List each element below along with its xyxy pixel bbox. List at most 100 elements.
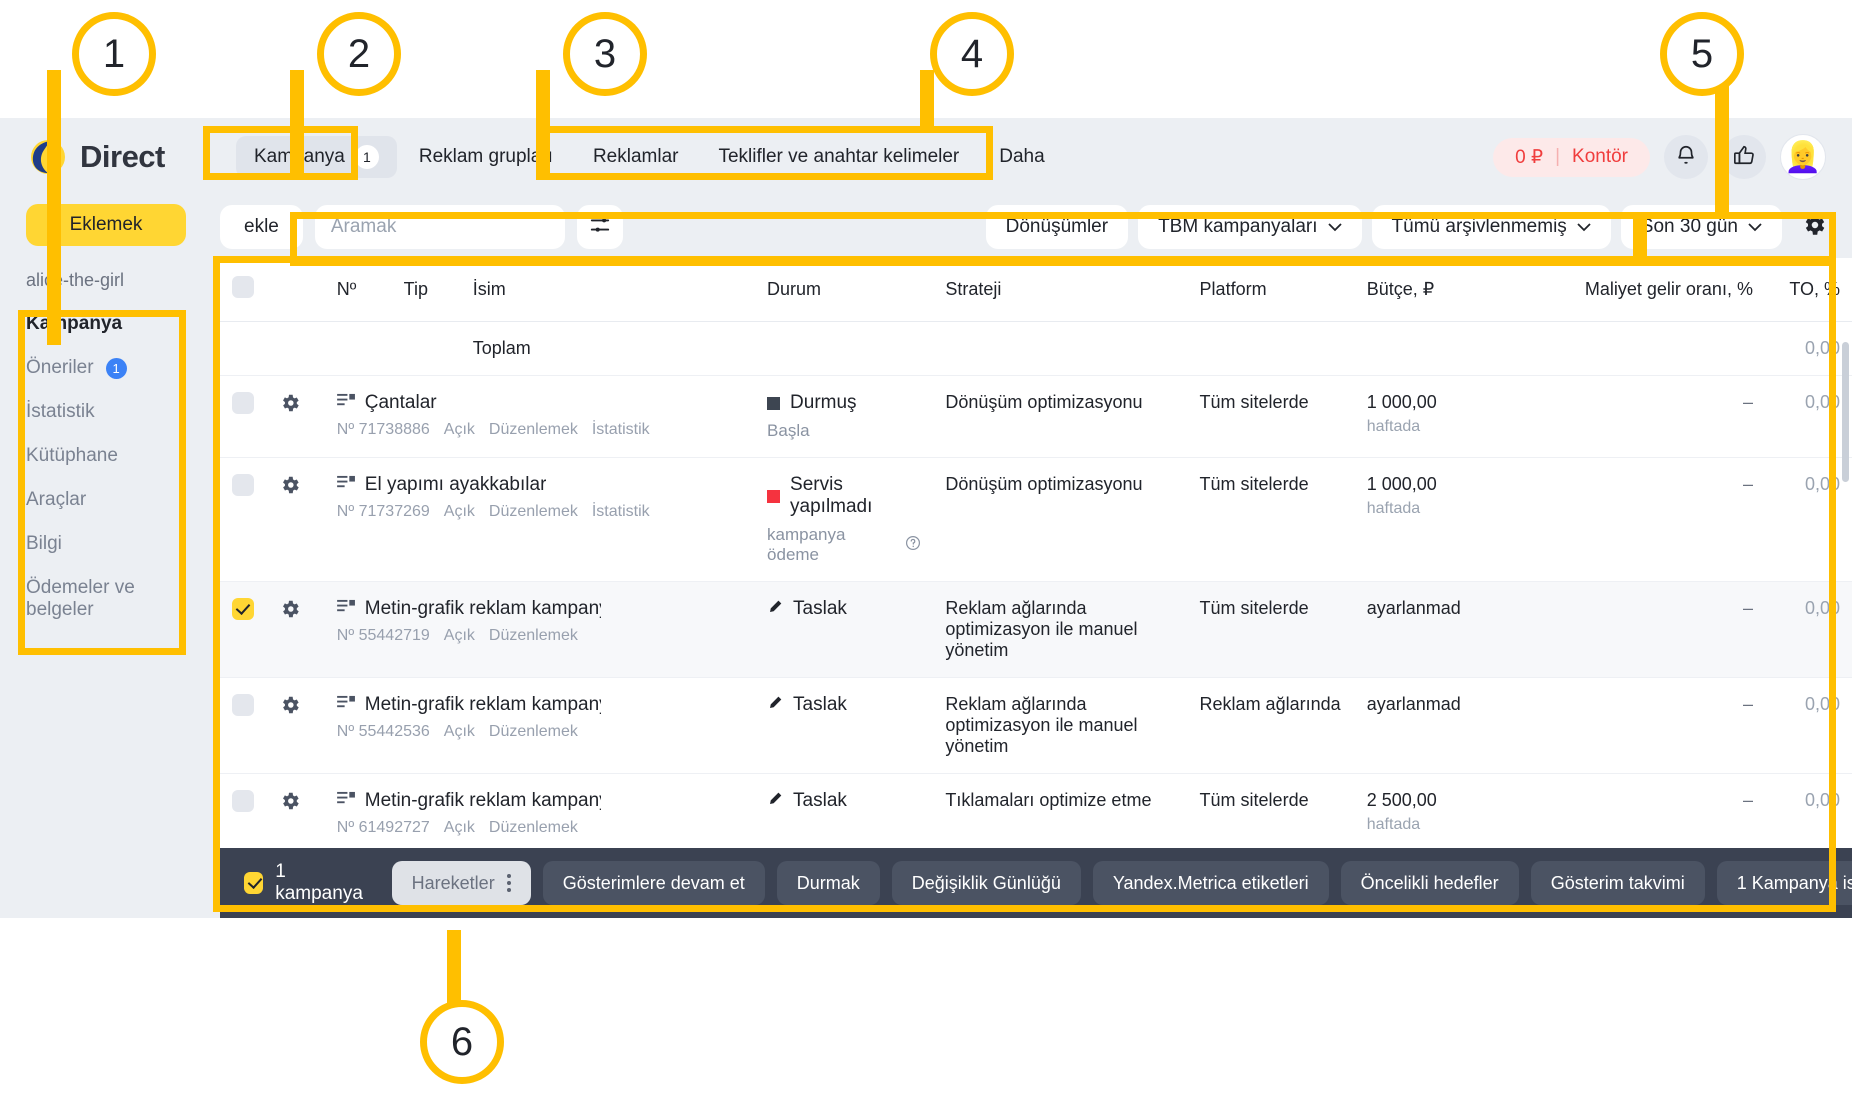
row-settings-button[interactable] — [266, 581, 325, 678]
help-circle-icon[interactable] — [905, 535, 921, 556]
sidebar-item-bilgi[interactable]: Bilgi — [26, 533, 176, 555]
row-settings-button[interactable] — [266, 457, 325, 582]
period-dropdown[interactable]: Son 30 gün — [1620, 205, 1782, 249]
feedback-button[interactable] — [1722, 135, 1766, 179]
col-header-maliyet-gelir-orani[interactable]: Maliyet gelir oranı, % — [1486, 258, 1765, 322]
avatar[interactable]: 👱‍♀️ — [1780, 134, 1826, 180]
row-link-acik[interactable]: Açık — [443, 503, 475, 520]
filter-settings-button[interactable] — [576, 205, 623, 249]
status-action-link[interactable]: Başla — [767, 421, 810, 440]
row-budget: 1 000,00 — [1366, 392, 1437, 412]
col-header-butce[interactable]: Bütçe, ₽ — [1354, 258, 1487, 322]
col-header-durum[interactable]: Durum — [755, 258, 934, 322]
sidebar-item-label: Öneriler — [26, 357, 94, 378]
campaign-name[interactable]: Metin-grafik reklam kampanyası — [364, 598, 601, 619]
col-header-tip[interactable]: Tip — [391, 258, 461, 322]
selection-count: 1 kampanya — [244, 861, 366, 905]
search-input[interactable]: Aramak — [314, 205, 565, 249]
annotation-stem-3 — [536, 70, 550, 180]
row-checkbox[interactable] — [232, 392, 254, 414]
metrica-tags-button[interactable]: Yandex.Metrica etiketleri — [1092, 861, 1329, 905]
balance-button[interactable]: 0 ₽ | Kontör — [1493, 137, 1650, 177]
row-checkbox[interactable] — [232, 598, 254, 620]
col-header-strateji[interactable]: Strateji — [933, 258, 1188, 322]
campaign-name[interactable]: Çantalar — [364, 392, 437, 413]
resume-impressions-button[interactable]: Gösterimlere devam et — [542, 861, 765, 905]
campaign-id: Nº 71737269 — [336, 503, 430, 520]
settings-col-header — [266, 258, 325, 322]
table-row[interactable]: El yapımı ayakkabılar Nº 71737269 Açık D… — [220, 457, 1852, 582]
col-header-no[interactable]: Nº — [324, 258, 392, 322]
kebab-menu-icon — [506, 874, 511, 892]
draft-pencil-icon — [767, 695, 783, 716]
row-link-duzenlemek[interactable]: Düzenlemek — [488, 421, 578, 438]
nav-item-teklifler-ve-anahtar-kelimeler[interactable]: Teklifler ve anahtar kelimeler — [700, 137, 977, 177]
add-campaign-button[interactable]: ekle — [220, 205, 303, 249]
nav-item-daha[interactable]: Daha — [981, 137, 1062, 177]
nav-item-reklamlar[interactable]: Reklamlar — [575, 137, 697, 177]
sidebar-item-label: Bilgi — [26, 533, 62, 554]
balance-separator: | — [1555, 146, 1561, 167]
row-link-acik[interactable]: Açık — [443, 421, 475, 438]
notifications-button[interactable] — [1664, 135, 1708, 179]
table-row[interactable]: Metin-grafik reklam kampanyası, No.: 80,… — [220, 773, 1852, 854]
table-scrollbar[interactable] — [1842, 342, 1849, 482]
actions-dropdown-button[interactable]: Hareketler — [391, 861, 531, 905]
cpc-campaigns-dropdown[interactable]: TBM kampanyaları — [1138, 205, 1362, 249]
cpc-campaigns-label: TBM kampanyaları — [1158, 216, 1318, 237]
row-link-duzenlemek[interactable]: Düzenlemek — [488, 819, 578, 836]
row-checkbox[interactable] — [232, 790, 254, 812]
campaign-name[interactable]: El yapımı ayakkabılar — [364, 474, 547, 495]
row-name-cell: Metin-grafik reklam kampanyası, No.: 80,… — [324, 773, 756, 854]
campaign-statistics-button[interactable]: 1 Kampanya istatistikleri — [1716, 861, 1852, 905]
col-header-isim[interactable]: İsim — [460, 258, 756, 322]
row-link-istatistik[interactable]: İstatistik — [591, 503, 650, 520]
conversions-button[interactable]: Dönüşümler — [985, 205, 1129, 249]
row-budget: ayarlanmad — [1366, 694, 1461, 714]
annotation-marker-2: 2 — [317, 12, 401, 96]
table-row[interactable]: Metin-grafik reklam kampanyası, No.: 43,… — [220, 677, 1852, 774]
table-settings-button[interactable] — [1792, 205, 1836, 249]
impression-schedule-button[interactable]: Gösterim takvimi — [1530, 861, 1705, 905]
change-log-button[interactable]: Değişiklik Günlüğü — [891, 861, 1081, 905]
campaign-name[interactable]: Metin-grafik reklam kampanyası, No.: 43,… — [364, 694, 601, 715]
row-link-acik[interactable]: Açık — [443, 819, 475, 836]
row-link-acik[interactable]: Açık — [443, 723, 475, 740]
row-settings-button[interactable] — [266, 773, 325, 854]
select-all-checkbox[interactable] — [232, 276, 254, 298]
row-link-istatistik[interactable]: İstatistik — [591, 421, 650, 438]
row-settings-button[interactable] — [266, 375, 325, 458]
actions-label: Hareketler — [411, 872, 495, 893]
row-link-duzenlemek[interactable]: Düzenlemek — [488, 723, 578, 740]
sidebar-item-istatistik[interactable]: İstatistik — [26, 401, 176, 423]
col-header-to[interactable]: TO, % — [1764, 258, 1852, 322]
archive-filter-dropdown[interactable]: Tümü arşivlenmemiş — [1371, 205, 1611, 249]
campaign-name[interactable]: Metin-grafik reklam kampanyası, No.: 80,… — [364, 790, 601, 811]
table-row[interactable]: Metin-grafik reklam kampanyası Nº 554427… — [220, 581, 1852, 678]
row-link-acik[interactable]: Açık — [443, 627, 475, 644]
row-checkbox[interactable] — [232, 694, 254, 716]
row-budget-period: haftada — [1366, 816, 1421, 833]
priority-goals-button[interactable]: Öncelikli hedefler — [1340, 861, 1519, 905]
selection-checkbox[interactable] — [244, 872, 264, 894]
row-link-duzenlemek[interactable]: Düzenlemek — [488, 627, 578, 644]
selection-label: 1 kampanya — [275, 861, 363, 904]
nav-item-reklam-gruplari[interactable]: Reklam grupları — [401, 137, 571, 177]
row-settings-button[interactable] — [266, 677, 325, 774]
status-label: Taslak — [793, 694, 847, 715]
total-label: Toplam — [460, 321, 756, 376]
row-link-duzenlemek[interactable]: Düzenlemek — [488, 503, 578, 520]
annotation-stem-2 — [290, 70, 304, 180]
sidebar-item-oneriler[interactable]: Öneriler 1 — [26, 357, 176, 379]
sidebar-item-araclar[interactable]: Araçlar — [26, 489, 176, 511]
chevron-down-icon — [1748, 216, 1762, 238]
table-row[interactable]: Çantalar Nº 71738886 Açık Düzenlemek İst… — [220, 375, 1852, 458]
sidebar-item-odemeler-ve-belgeler[interactable]: Ödemeler ve belgeler — [26, 577, 176, 621]
nav-item-kampanya[interactable]: Kampanya 1 — [236, 136, 397, 178]
col-header-platform[interactable]: Platform — [1187, 258, 1355, 322]
stop-button[interactable]: Durmak — [776, 861, 880, 905]
row-name-cell: Metin-grafik reklam kampanyası, No.: 43,… — [324, 677, 756, 774]
sidebar-item-kutuphane[interactable]: Kütüphane — [26, 445, 176, 467]
row-checkbox[interactable] — [232, 474, 254, 496]
table-total-row: Toplam 0,00 — [220, 321, 1852, 376]
